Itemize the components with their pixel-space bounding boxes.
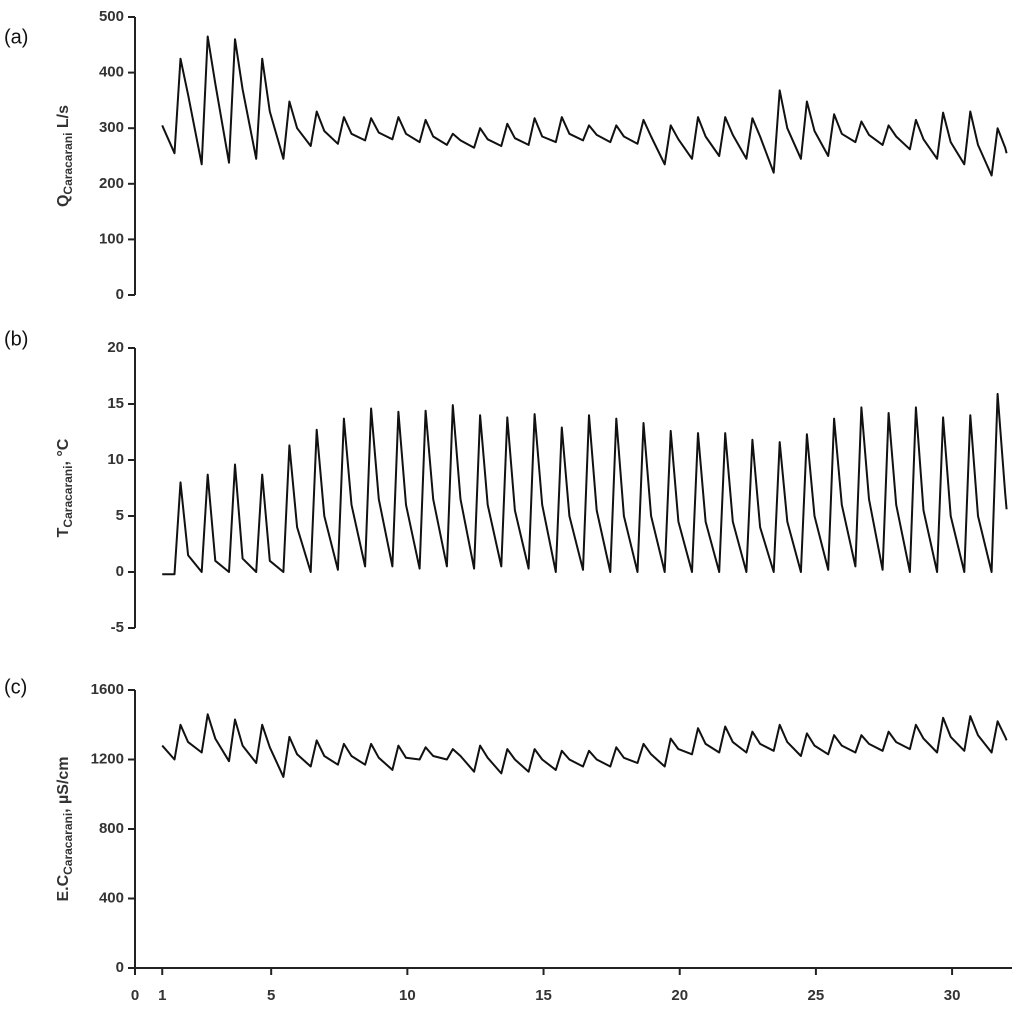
data-line: [162, 392, 1008, 576]
y-label-main: T: [55, 527, 72, 537]
x-tick-label: 30: [944, 987, 961, 1004]
y-tick-label: 400: [99, 889, 124, 906]
data-line: [161, 713, 1008, 778]
y-tick-label: 10: [107, 451, 124, 468]
y-tick-label: 1600: [91, 681, 124, 698]
y-tick-label: 20: [107, 339, 124, 356]
y-tick-label: 500: [99, 8, 124, 25]
y-tick-label: 5: [116, 507, 124, 524]
y-label-main: E.C: [55, 874, 72, 901]
y-tick-label: 100: [99, 230, 124, 247]
y-axis-label: E.CCaracarani, µS/cm: [55, 756, 75, 901]
y-axis-label: QCaracarani L/s: [55, 105, 75, 207]
y-tick-label: 1200: [91, 750, 124, 767]
x-tick-label: 1: [158, 987, 166, 1004]
y-label-sub: Caracarani: [61, 133, 75, 195]
y-label-unit: L/s: [55, 105, 72, 133]
x-tick-label: 0: [131, 987, 139, 1004]
y-tick-label: 0: [116, 563, 124, 580]
y-label-unit: , µS/cm: [55, 756, 72, 812]
y-tick-label: 15: [107, 395, 124, 412]
y-label-sub: Caracarani: [61, 466, 75, 528]
x-tick-label: 15: [535, 987, 552, 1004]
y-label-unit: , °C: [55, 438, 72, 465]
y-tick-label: 0: [116, 959, 124, 976]
x-tick-label: 20: [671, 987, 688, 1004]
y-label-main: Q: [55, 195, 72, 207]
y-tick-label: 0: [116, 286, 124, 303]
y-tick-label: -5: [111, 619, 124, 636]
x-tick-label: 10: [399, 987, 416, 1004]
y-label-sub: Caracarani: [61, 813, 75, 875]
panel-label: (c): [4, 676, 27, 698]
y-tick-label: 200: [99, 175, 124, 192]
y-tick-label: 400: [99, 64, 124, 81]
y-tick-label: 300: [99, 119, 124, 136]
y-tick-label: 800: [99, 820, 124, 837]
y-axis-label: TCaracarani, °C: [55, 438, 75, 537]
data-line: [161, 35, 1008, 177]
panel-label: (b): [4, 328, 28, 350]
x-tick-label: 5: [267, 987, 275, 1004]
panel-label: (a): [4, 26, 28, 48]
x-tick-label: 25: [808, 987, 825, 1004]
